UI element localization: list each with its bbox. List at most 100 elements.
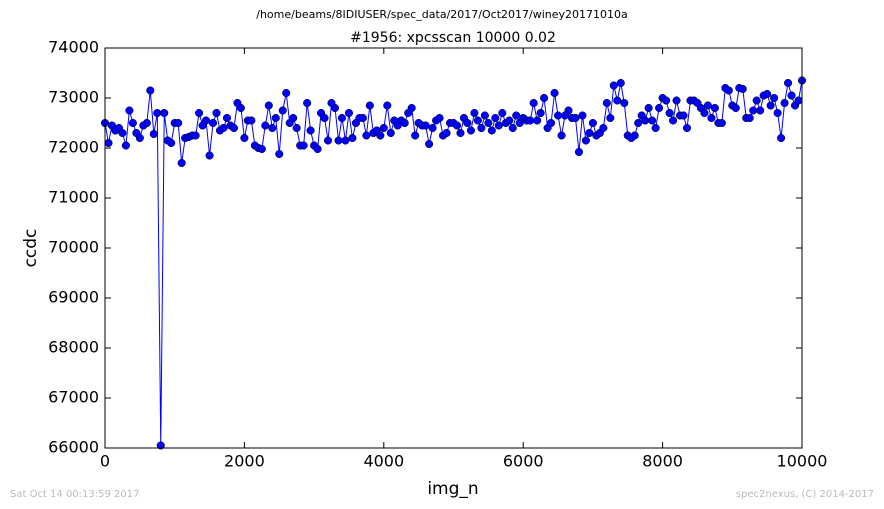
data-point [599,123,608,133]
y-axis-label: ccdc [21,229,41,268]
x-tick-label: 6000 [503,452,544,471]
data-point [466,126,475,135]
data-point [630,131,639,140]
data-point [261,121,270,130]
data-point [344,108,354,118]
data-point [191,131,200,140]
data-point [104,138,113,148]
data-point [672,96,681,105]
data-point [208,118,218,128]
data-point [470,108,479,118]
data-point [641,116,650,125]
data-point [477,123,486,133]
data-point [780,98,789,108]
x-axis-label: img_n [427,479,478,499]
data-point [505,116,514,125]
x-tick-label: 10000 [777,452,828,471]
data-point [289,113,298,123]
data-point [202,116,211,125]
footer-right: spec2nexus, (C) 2014-2017 [736,489,874,500]
data-point [574,147,584,157]
data-point [669,116,678,125]
data-point [484,118,493,128]
data-point [564,106,573,115]
data-point [421,121,430,130]
data-point [334,136,343,145]
data-point [118,128,127,138]
data-point [613,96,622,105]
data-point [411,131,420,140]
data-point [428,123,437,133]
data-point [529,98,538,108]
data-point [275,149,284,159]
data-point [379,123,388,133]
data-point [756,106,765,115]
footer-left: Sat Oct 14 00:13:59 2017 [10,489,140,500]
data-point [323,136,333,145]
data-point [386,128,395,138]
data-point [337,113,347,123]
data-point [682,123,692,133]
data-point [425,139,434,149]
data-point [540,93,549,103]
data-point [167,138,176,148]
data-point [794,96,803,105]
data-point [160,108,169,118]
data-point [533,116,542,125]
data-point [271,113,280,123]
x-tick-label: 0 [100,452,110,471]
data-point [620,98,629,108]
data-point [766,101,775,110]
data-point [219,123,228,133]
data-point [745,113,754,123]
data-point [526,116,535,125]
chart-title: #1956: xpcsscan 10000 0.02 [350,30,556,46]
data-point [264,101,273,110]
data-point [787,91,796,100]
data-point [749,106,758,115]
data-point [491,113,500,123]
data-point [383,101,392,110]
x-tick-label: 2000 [224,452,265,471]
data-point [435,113,444,123]
data-point [442,128,451,138]
data-point [365,101,374,110]
data-point [773,108,782,118]
data-point [330,103,340,113]
y-tick-label: 68000 [48,338,99,357]
data-point [463,118,472,128]
data-point [508,123,517,133]
data-point [257,144,266,154]
data-point [578,111,587,120]
data-point [153,108,162,118]
data-point [588,118,597,128]
y-tick-label: 69000 [48,288,99,307]
data-point [156,441,165,450]
data-point [121,141,130,150]
data-point [303,98,312,108]
data-point [128,118,137,128]
data-point [700,108,709,118]
data-point [644,103,653,113]
data-point [313,144,322,154]
data-point [585,128,594,138]
data-point [195,108,204,118]
y-tick-label: 67000 [48,388,99,407]
data-point [662,96,671,105]
data-point [149,129,158,139]
data-point [784,78,793,88]
data-point [581,136,590,145]
data-point [247,116,256,125]
data-point [731,103,740,113]
data-point [452,121,462,130]
data-point [763,89,772,99]
data-point [554,111,563,120]
data-point [236,103,245,113]
data-point [229,123,238,133]
data-point [710,103,719,113]
data-point [609,81,618,90]
data-point [651,123,660,133]
data-point [703,101,712,110]
data-point [487,126,496,135]
